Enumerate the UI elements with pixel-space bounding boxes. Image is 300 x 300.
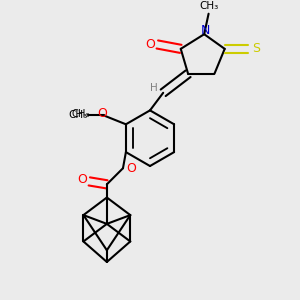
Text: H: H xyxy=(150,83,158,93)
Text: O: O xyxy=(77,173,87,186)
Text: CH₃: CH₃ xyxy=(71,109,90,119)
Text: N: N xyxy=(201,24,210,37)
Text: CH₃: CH₃ xyxy=(199,1,218,10)
Text: O: O xyxy=(145,38,155,51)
Text: O: O xyxy=(126,162,136,175)
Text: O: O xyxy=(98,107,107,120)
Text: S: S xyxy=(252,42,260,56)
Text: CH₃: CH₃ xyxy=(68,110,87,121)
